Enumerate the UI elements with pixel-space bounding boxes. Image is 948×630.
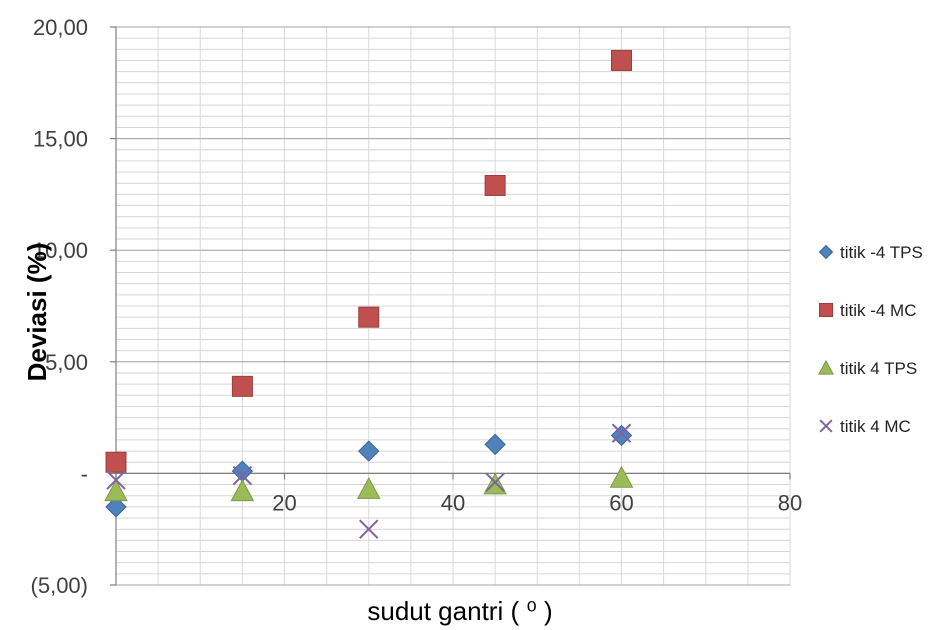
data-point-diamond [484,433,506,456]
y-tick-label: - [81,461,88,486]
legend-label: titik -4 MC [840,301,917,320]
y-axis-title: Deviasi (%) [22,243,52,382]
legend-label: titik -4 TPS [840,243,923,262]
data-point-diamond [818,244,834,260]
legend-item: titik -4 MC [819,301,917,320]
data-point-triangle [609,465,634,488]
y-tick-label: 5,00 [45,350,88,375]
legend-item: titik 4 MC [819,417,911,436]
legend-label: titik 4 TPS [840,359,917,378]
y-tick-label: 20,00 [33,15,88,40]
legend: titik -4 TPS titik -4 MC titik 4 TPS titik … [818,243,923,436]
legend-item: titik -4 TPS [818,243,923,262]
legend-item: titik 4 TPS [818,359,917,378]
data-point-diamond [610,424,633,447]
x-marker-stroke [359,519,379,539]
y-tick-label: 15,00 [33,127,88,152]
x-marker-stroke [232,465,253,486]
x-tick-label: 80 [778,490,802,515]
x-tick-label: 40 [441,490,465,515]
data-point-square [358,306,380,328]
data-point-triangle [230,479,255,502]
data-point-square [231,375,253,397]
x-tick-label: 20 [272,490,296,515]
data-point-x [106,470,126,490]
y-tick-label: (5,00) [31,573,88,598]
data-point-x [359,519,379,539]
data-points [104,49,634,539]
x-marker-stroke [485,472,505,493]
data-point-triangle [356,476,381,499]
data-point-triangle [104,479,128,502]
data-point-square [484,174,506,196]
legend-label: titik 4 MC [840,417,911,436]
x-axis-title: sudut gantri ( ⁰ ) [367,596,552,626]
x-marker-stroke [819,419,833,433]
data-point-square [105,451,127,473]
data-point-triangle [818,359,834,375]
data-point-diamond [105,496,127,518]
x-marker-stroke [611,423,632,443]
data-point-diamond [231,460,254,482]
data-point-x [232,465,253,486]
x-marker-stroke [106,470,126,490]
x-tick-label: 60 [609,490,633,515]
data-point-x [485,472,505,493]
gridlines [115,26,791,586]
data-point-x [611,423,632,443]
data-point-diamond [358,440,380,462]
y-tick-label: 10,00 [33,238,88,263]
data-point-x [819,419,833,433]
data-point-square [611,49,632,71]
data-point-square [819,303,833,317]
